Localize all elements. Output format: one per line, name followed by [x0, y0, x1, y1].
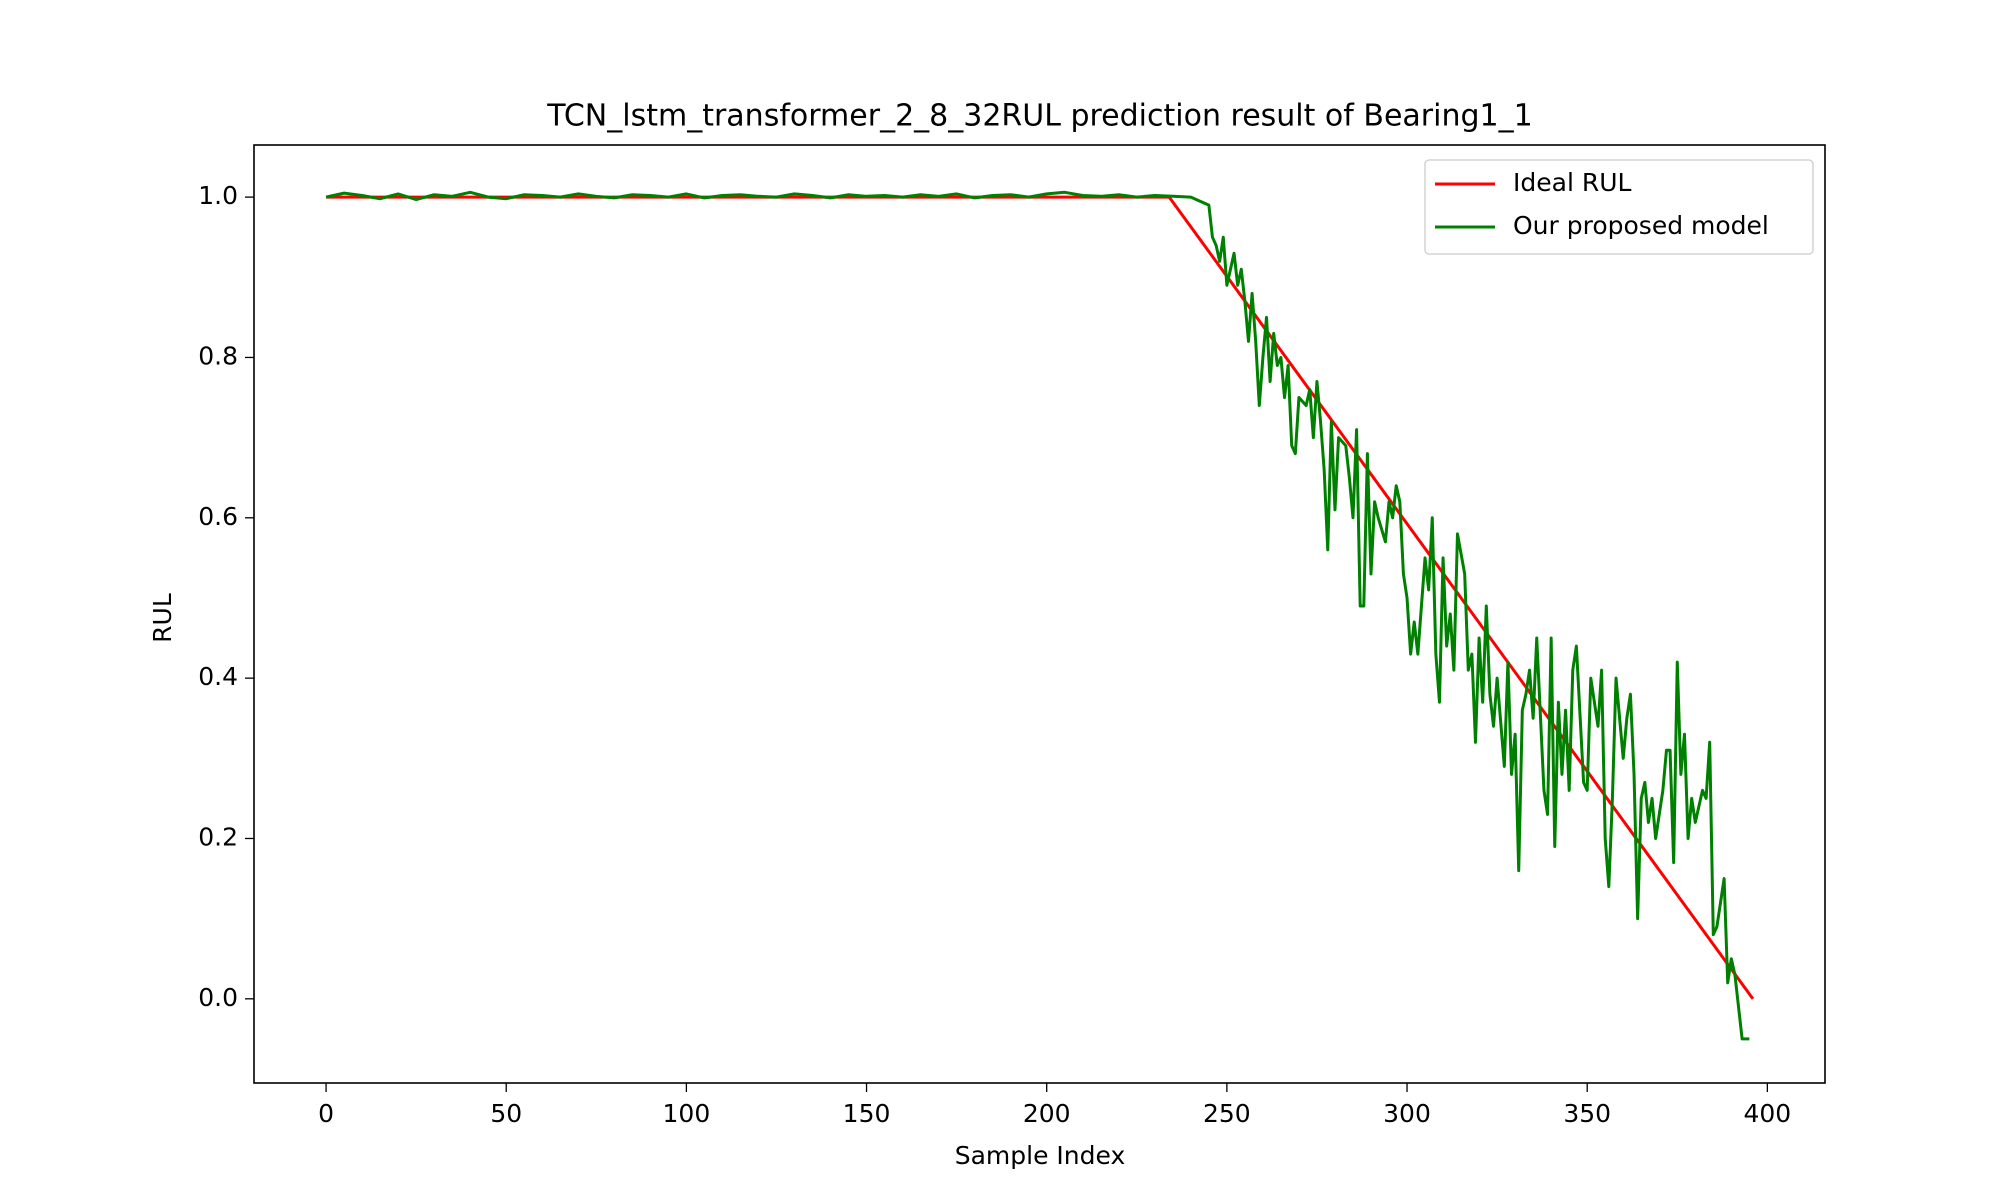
x-axis-label: Sample Index: [955, 1141, 1126, 1170]
plot-frame: [253, 144, 1826, 1084]
x-tick-label: 100: [663, 1099, 711, 1128]
y-tick-label: 1.0: [198, 181, 238, 210]
x-tick-label: 50: [490, 1099, 522, 1128]
y-axis-label: RUL: [148, 593, 177, 643]
x-tick-label: 200: [1023, 1099, 1071, 1128]
legend-label: Our proposed model: [1513, 211, 1769, 240]
y-tick-label: 0.6: [198, 502, 238, 531]
series-line: [325, 190, 1750, 1041]
legend-box: [1424, 159, 1814, 255]
x-tick-label: 400: [1743, 1099, 1791, 1128]
legend-label: Ideal RUL: [1513, 168, 1632, 197]
x-tick-label: 250: [1203, 1099, 1251, 1128]
y-tick-label: 0.2: [198, 822, 238, 851]
y-tick-label: 0.0: [198, 983, 238, 1012]
y-tick-label: 0.4: [198, 662, 238, 691]
x-tick-label: 350: [1563, 1099, 1611, 1128]
x-tick-label: 0: [318, 1099, 334, 1128]
y-tick-label: 0.8: [198, 341, 238, 370]
chart-title: TCN_lstm_transformer_2_8_32RUL predictio…: [546, 99, 1532, 134]
x-tick-label: 150: [843, 1099, 891, 1128]
x-tick-label: 300: [1383, 1099, 1431, 1128]
